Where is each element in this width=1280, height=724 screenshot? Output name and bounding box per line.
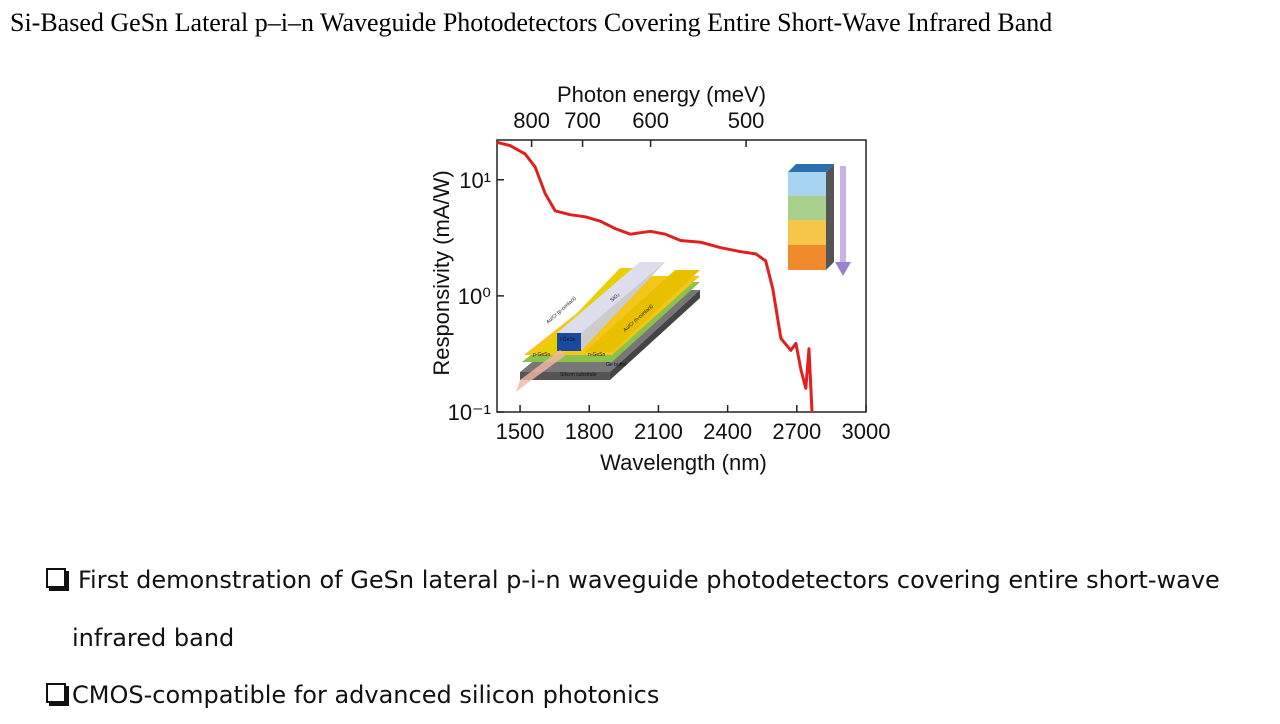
device-label: Ge buffer [606,362,627,368]
x-tick-label: 3000 [842,419,891,444]
x-tick-label: 1800 [565,419,614,444]
bullet-icon [46,683,66,703]
bullet-text: CMOS-compatible for advanced silicon pho… [72,681,660,709]
x2-tick-label: 600 [632,108,669,133]
y-tick-label: 10¹ [459,168,491,193]
x-tick-label: 2400 [703,419,752,444]
device-label: p-GeSn [533,352,550,358]
data-line [496,140,814,413]
x-axis-title: Wavelength (nm) [600,450,767,475]
y-tick-label: 10⁰ [458,284,491,309]
device-label: Silicon substrate [560,372,597,378]
device-label: n-GeSn [588,352,605,358]
slide-title: Si-Based GeSn Lateral p–i–n Waveguide Ph… [10,8,1053,37]
x2-tick-label: 800 [513,108,550,133]
plot-frame [496,139,867,413]
device-label: SiO₂ [609,292,621,303]
x2-tick-label: 700 [564,108,601,133]
x2-tick-label: 500 [728,108,765,133]
y-tick-label: 10⁻¹ [448,400,491,425]
bullet-text: First demonstration of GeSn lateral p-i-… [72,566,1220,652]
x-tick-label: 2100 [634,419,683,444]
y-axis-title: Responsivity (mA/W) [429,170,454,375]
x-tick-label: 1500 [496,419,545,444]
device-illustration [516,262,700,392]
device-label: i-GeSn [560,337,576,343]
bullet-icon [46,568,66,588]
x-tick-label: 2700 [772,419,821,444]
x2-axis-title: Photon energy (meV) [557,82,766,107]
element-stack [788,164,851,276]
